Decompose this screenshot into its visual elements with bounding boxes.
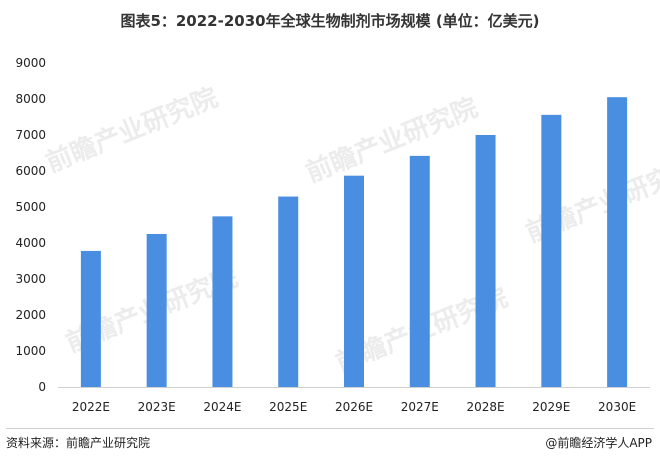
y-tick-label: 5000 <box>15 200 46 214</box>
x-tick-label: 2024E <box>203 400 241 414</box>
x-tick-label: 2027E <box>401 400 439 414</box>
x-tick-label: 2030E <box>598 400 636 414</box>
x-tick-label: 2029E <box>532 400 570 414</box>
bar-2025E <box>278 196 299 387</box>
chart-title: 图表5：2022-2030年全球生物制剂市场规模 (单位：亿美元) <box>120 12 540 30</box>
y-tick-label: 9000 <box>15 56 46 70</box>
y-tick-label: 0 <box>38 380 46 394</box>
bar-2023E <box>146 234 167 387</box>
bar-chart: 0 1000 2000 3000 4000 5000 6000 7000 8000 9000 202… <box>15 56 650 414</box>
y-tick-label: 2000 <box>15 308 46 322</box>
x-tick-label: 2028E <box>466 400 504 414</box>
bar-2030E <box>607 97 628 387</box>
y-tick-label: 8000 <box>15 92 46 106</box>
brand-note: @前瞻经济学人APP <box>545 436 652 450</box>
y-tick-label: 6000 <box>15 164 46 178</box>
bar-2024E <box>212 216 233 387</box>
x-tick-label: 2025E <box>269 400 307 414</box>
bar-2028E <box>475 135 496 387</box>
x-tick-label: 2022E <box>72 400 110 414</box>
bar-2029E <box>541 114 562 387</box>
y-tick-label: 7000 <box>15 128 46 142</box>
y-tick-label: 1000 <box>15 344 46 358</box>
y-tick-label: 3000 <box>15 272 46 286</box>
source-note: 资料来源：前瞻产业研究院 <box>6 436 151 450</box>
bar-2022E <box>80 250 101 387</box>
x-tick-label: 2026E <box>335 400 373 414</box>
footer-divider <box>6 428 654 429</box>
y-tick-label: 4000 <box>15 236 46 250</box>
bar-2027E <box>409 155 430 387</box>
x-tick-label: 2023E <box>138 400 176 414</box>
bar-2026E <box>344 175 364 387</box>
